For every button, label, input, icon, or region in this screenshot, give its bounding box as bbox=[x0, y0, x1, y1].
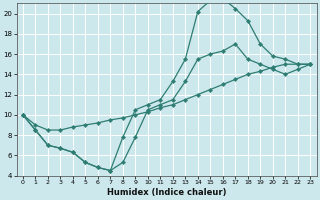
X-axis label: Humidex (Indice chaleur): Humidex (Indice chaleur) bbox=[107, 188, 226, 197]
